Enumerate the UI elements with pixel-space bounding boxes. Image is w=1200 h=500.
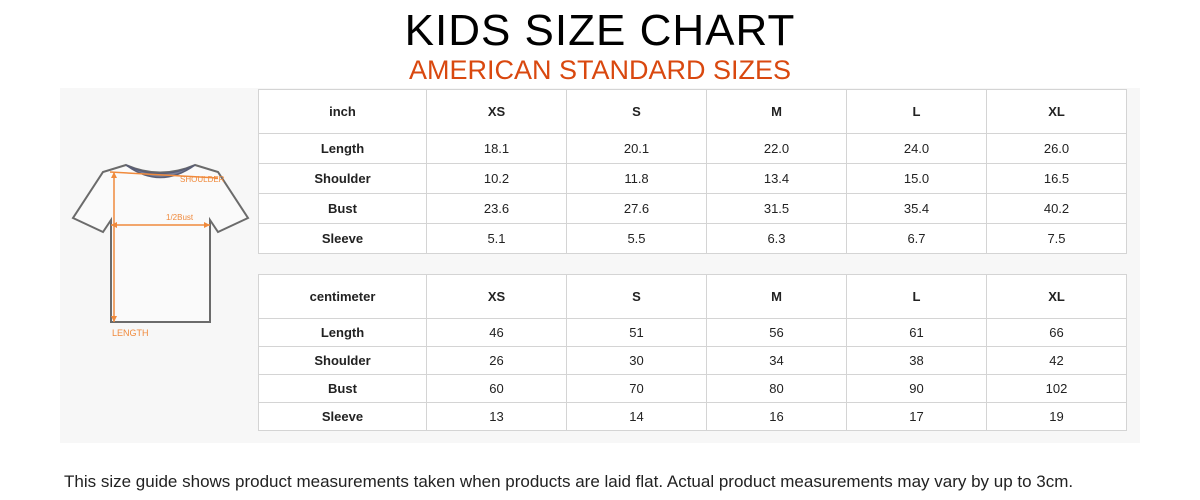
row-label: Length bbox=[258, 318, 427, 347]
table-cell: 18.1 bbox=[426, 133, 567, 164]
table-cell: 6.3 bbox=[706, 223, 847, 254]
table-cell: 23.6 bbox=[426, 193, 567, 224]
table-cell: 5.5 bbox=[566, 223, 707, 254]
row-label: Bust bbox=[258, 374, 427, 403]
table-cell: 26.0 bbox=[986, 133, 1127, 164]
table-cell: 40.2 bbox=[986, 193, 1127, 224]
table-cell: 80 bbox=[706, 374, 847, 403]
table-cell: 5.1 bbox=[426, 223, 567, 254]
table-cell: 15.0 bbox=[846, 163, 987, 194]
bust-label: 1/2Bust bbox=[166, 213, 194, 222]
size-header: S bbox=[566, 274, 707, 319]
table-cell: 24.0 bbox=[846, 133, 987, 164]
table-cell: 19 bbox=[986, 402, 1127, 431]
table-cell: 102 bbox=[986, 374, 1127, 403]
table-cell: 60 bbox=[426, 374, 567, 403]
table-row: Sleeve 5.1 5.5 6.3 6.7 7.5 bbox=[258, 223, 1127, 254]
table-cell: 16 bbox=[706, 402, 847, 431]
row-label: Length bbox=[258, 133, 427, 164]
table-cell: 38 bbox=[846, 346, 987, 375]
table-cell: 13 bbox=[426, 402, 567, 431]
table-header-row: inch XS S M L XL bbox=[258, 89, 1127, 134]
table-row: Bust 60 70 80 90 102 bbox=[258, 374, 1127, 403]
inch-size-table: inch XS S M L XL Length 18.1 20.1 22.0 2… bbox=[258, 89, 1127, 254]
table-cell: 27.6 bbox=[566, 193, 707, 224]
row-label: Sleeve bbox=[258, 402, 427, 431]
table-cell: 16.5 bbox=[986, 163, 1127, 194]
table-cell: 51 bbox=[566, 318, 707, 347]
table-row: Sleeve 13 14 16 17 19 bbox=[258, 402, 1127, 431]
table-cell: 26 bbox=[426, 346, 567, 375]
table-row: Bust 23.6 27.6 31.5 35.4 40.2 bbox=[258, 193, 1127, 224]
size-header: M bbox=[706, 89, 847, 134]
table-cell: 11.8 bbox=[566, 163, 707, 194]
size-header: S bbox=[566, 89, 707, 134]
size-header: L bbox=[846, 274, 987, 319]
table-cell: 30 bbox=[566, 346, 707, 375]
table-cell: 31.5 bbox=[706, 193, 847, 224]
size-header: L bbox=[846, 89, 987, 134]
unit-header: inch bbox=[258, 89, 427, 134]
row-label: Shoulder bbox=[258, 346, 427, 375]
table-row: Shoulder 26 30 34 38 42 bbox=[258, 346, 1127, 375]
tshirt-outline bbox=[71, 163, 250, 323]
table-cell: 90 bbox=[846, 374, 987, 403]
size-header: XL bbox=[986, 274, 1127, 319]
length-label: LENGTH bbox=[112, 328, 149, 338]
tshirt-measurement-diagram: SHOULDER 1/2Bust LENGTH bbox=[71, 163, 250, 338]
unit-header: centimeter bbox=[258, 274, 427, 319]
table-cell: 17 bbox=[846, 402, 987, 431]
footnote: This size guide shows product measuremen… bbox=[64, 472, 1074, 491]
shoulder-label: SHOULDER bbox=[180, 175, 225, 184]
table-cell: 35.4 bbox=[846, 193, 987, 224]
table-cell: 13.4 bbox=[706, 163, 847, 194]
table-cell: 70 bbox=[566, 374, 707, 403]
table-cell: 42 bbox=[986, 346, 1127, 375]
table-cell: 22.0 bbox=[706, 133, 847, 164]
table-row: Length 18.1 20.1 22.0 24.0 26.0 bbox=[258, 133, 1127, 164]
table-cell: 66 bbox=[986, 318, 1127, 347]
page-subtitle: AMERICAN STANDARD SIZES bbox=[408, 55, 792, 85]
table-cell: 10.2 bbox=[426, 163, 567, 194]
row-label: Sleeve bbox=[258, 223, 427, 254]
table-cell: 34 bbox=[706, 346, 847, 375]
row-label: Bust bbox=[258, 193, 427, 224]
row-label: Shoulder bbox=[258, 163, 427, 194]
table-cell: 14 bbox=[566, 402, 707, 431]
size-header: XL bbox=[986, 89, 1127, 134]
size-header: XS bbox=[426, 274, 567, 319]
shoulder-arrow bbox=[109, 171, 219, 179]
table-cell: 56 bbox=[706, 318, 847, 347]
size-header: M bbox=[706, 274, 847, 319]
table-header-row: centimeter XS S M L XL bbox=[258, 274, 1127, 319]
table-cell: 6.7 bbox=[846, 223, 987, 254]
table-cell: 61 bbox=[846, 318, 987, 347]
size-header: XS bbox=[426, 89, 567, 134]
table-cell: 46 bbox=[426, 318, 567, 347]
table-row: Length 46 51 56 61 66 bbox=[258, 318, 1127, 347]
table-cell: 20.1 bbox=[566, 133, 707, 164]
table-cell: 7.5 bbox=[986, 223, 1127, 254]
page-title: KIDS SIZE CHART bbox=[404, 6, 796, 55]
centimeter-size-table: centimeter XS S M L XL Length 46 51 56 6… bbox=[258, 274, 1127, 431]
table-row: Shoulder 10.2 11.8 13.4 15.0 16.5 bbox=[258, 163, 1127, 194]
